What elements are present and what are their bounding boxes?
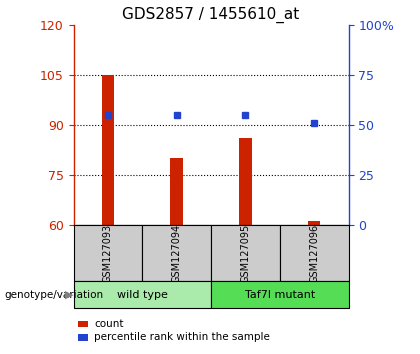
Bar <box>239 138 252 225</box>
Text: GSM127093: GSM127093 <box>103 223 113 283</box>
Text: wild type: wild type <box>117 290 168 300</box>
Bar <box>280 225 349 281</box>
Text: GSM127096: GSM127096 <box>309 223 319 283</box>
Text: Taf7l mutant: Taf7l mutant <box>245 290 315 300</box>
Bar <box>142 225 211 281</box>
Title: GDS2857 / 1455610_at: GDS2857 / 1455610_at <box>122 7 300 23</box>
Bar <box>211 281 349 308</box>
Text: percentile rank within the sample: percentile rank within the sample <box>94 332 270 342</box>
Bar <box>74 225 142 281</box>
Text: GSM127094: GSM127094 <box>172 223 182 283</box>
Bar <box>74 281 211 308</box>
Bar <box>171 158 183 225</box>
Bar <box>211 225 280 281</box>
Text: count: count <box>94 319 124 329</box>
Text: GSM127095: GSM127095 <box>240 223 250 283</box>
Bar <box>308 222 320 225</box>
Text: ▶: ▶ <box>65 290 73 300</box>
Bar <box>102 75 114 225</box>
Text: genotype/variation: genotype/variation <box>4 290 103 300</box>
